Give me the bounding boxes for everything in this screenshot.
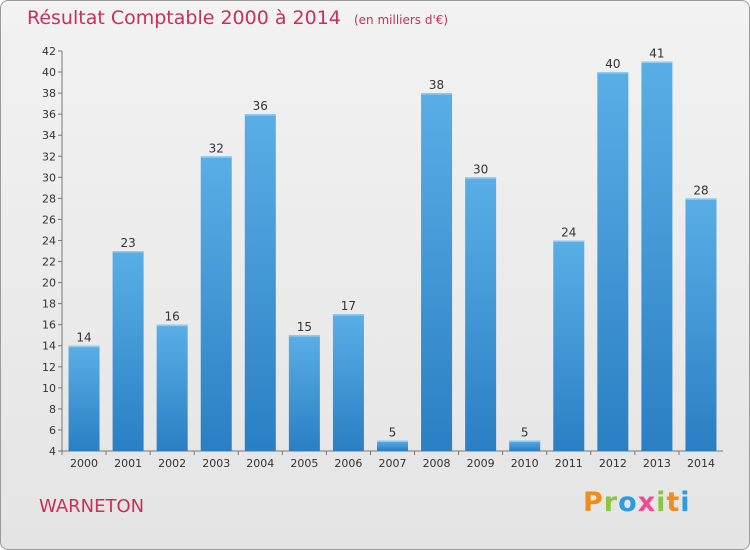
- x-tick-label: 2012: [599, 457, 627, 470]
- bar-value-label: 5: [389, 425, 397, 439]
- bar-value-label: 30: [473, 162, 488, 176]
- bar-value-label: 15: [297, 320, 312, 334]
- bar-top-edge: [377, 440, 408, 442]
- chart-subtitle: (en milliers d'€): [353, 13, 449, 27]
- logo-letter: i: [680, 487, 691, 518]
- x-tick-label: 2013: [643, 457, 671, 470]
- x-tick-label: 2010: [511, 457, 539, 470]
- bar: [421, 93, 453, 452]
- bar: [377, 440, 408, 451]
- logo-letter: P: [583, 487, 604, 518]
- chart-title: Résultat Comptable 2000 à 2014: [27, 7, 341, 29]
- y-tick-label: 26: [42, 213, 56, 226]
- bar: [156, 324, 188, 451]
- bar-top-edge: [332, 314, 364, 316]
- y-tick-label: 24: [42, 234, 56, 247]
- x-tick-label: 2001: [114, 457, 142, 470]
- bar-value-label: 36: [253, 99, 268, 113]
- x-tick-label: 2008: [423, 457, 451, 470]
- bar-top-edge: [509, 440, 541, 442]
- bar: [68, 345, 100, 451]
- bar-top-edge: [421, 93, 453, 95]
- y-tick-label: 42: [42, 45, 56, 58]
- bar-top-edge: [597, 72, 629, 74]
- y-tick-label: 8: [49, 403, 56, 416]
- bar-value-label: 40: [605, 57, 620, 71]
- x-tick-label: 2003: [202, 457, 230, 470]
- bar-value-label: 24: [561, 225, 576, 239]
- bar-value-label: 38: [429, 78, 444, 92]
- logo-letter: r: [603, 487, 619, 518]
- bar-top-edge: [244, 114, 276, 116]
- bar: [332, 314, 364, 451]
- y-tick-label: 36: [42, 108, 56, 121]
- bar: [288, 335, 320, 451]
- x-tick-label: 2002: [158, 457, 186, 470]
- bar-value-label: 32: [209, 141, 224, 155]
- bar-top-edge: [553, 240, 585, 242]
- bar-top-edge: [641, 61, 673, 64]
- y-tick-label: 10: [42, 382, 56, 395]
- y-tick-label: 16: [42, 319, 56, 332]
- bar: [685, 198, 717, 451]
- x-tick-label: 2005: [290, 457, 318, 470]
- x-tick-label: 2006: [334, 457, 362, 470]
- logo-letter: i: [656, 487, 667, 518]
- bar-value-label: 14: [76, 331, 91, 345]
- bar: [597, 72, 629, 451]
- y-tick-label: 30: [42, 171, 56, 184]
- y-tick-label: 6: [49, 424, 56, 437]
- bar: [509, 440, 541, 451]
- x-tick-label: 2007: [379, 457, 407, 470]
- y-tick-label: 14: [42, 340, 56, 353]
- bar-top-edge: [112, 251, 144, 253]
- bar: [112, 251, 144, 451]
- y-tick-label: 38: [42, 87, 56, 100]
- x-tick-label: 2014: [687, 457, 715, 470]
- x-tick-label: 2011: [555, 457, 583, 470]
- proxiti-logo[interactable]: Proxiti: [583, 487, 691, 518]
- bar-top-edge: [68, 345, 100, 348]
- bar-value-label: 16: [165, 310, 180, 324]
- x-tick-label: 2009: [467, 457, 495, 470]
- logo-letter: x: [637, 487, 657, 518]
- bar: [553, 240, 585, 451]
- y-tick-label: 28: [42, 192, 56, 205]
- y-tick-label: 32: [42, 150, 56, 163]
- y-tick-label: 12: [42, 361, 56, 374]
- bar-top-edge: [288, 335, 320, 337]
- y-tick-label: 22: [42, 256, 56, 269]
- y-tick-label: 40: [42, 66, 56, 79]
- bar-top-edge: [465, 177, 497, 179]
- y-tick-label: 18: [42, 298, 56, 311]
- logo-letter: o: [618, 487, 638, 518]
- y-tick-label: 34: [42, 129, 56, 142]
- bar-top-edge: [685, 198, 717, 200]
- town-name: WARNETON: [39, 496, 145, 517]
- bar: [465, 177, 497, 451]
- bar-top-edge: [156, 324, 188, 327]
- bar-layer: 14 23 16 32 36 15 17 5 38 30 5 24 40 41 28: [68, 47, 717, 452]
- title-row: Résultat Comptable 2000 à 2014 (en milli…: [27, 7, 448, 29]
- bar: [244, 114, 276, 451]
- logo-letter: t: [666, 487, 681, 518]
- y-tick-label: 4: [49, 445, 56, 458]
- bar-value-label: 17: [341, 299, 356, 313]
- x-tick-label: 2004: [246, 457, 274, 470]
- x-tick-label: 2000: [70, 457, 98, 470]
- bar-value-label: 23: [120, 236, 135, 250]
- bar-top-edge: [200, 156, 232, 158]
- bar: [200, 156, 232, 451]
- bar-value-label: 5: [521, 425, 529, 439]
- bar-value-label: 28: [693, 183, 708, 197]
- y-tick-label: 20: [42, 277, 56, 290]
- bar-value-label: 41: [649, 47, 664, 61]
- bar: [641, 61, 673, 452]
